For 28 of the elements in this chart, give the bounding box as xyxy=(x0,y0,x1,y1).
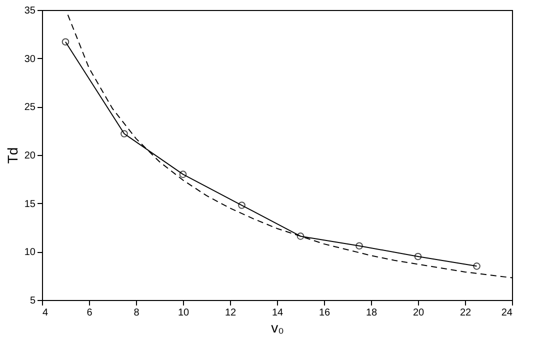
point xyxy=(62,38,70,46)
point xyxy=(473,262,480,270)
x-tick-label: 10 xyxy=(178,308,190,318)
y-tick-label: 25 xyxy=(24,102,36,114)
x-tick-label: 12 xyxy=(224,308,236,318)
x-tick-label: 16 xyxy=(318,308,330,318)
x-tick-label: 14 xyxy=(272,308,284,318)
y-tick-label: 15 xyxy=(24,198,36,210)
y-tick-label: 10 xyxy=(24,247,36,258)
x-tick-label: 6 xyxy=(86,308,93,318)
point xyxy=(179,170,187,178)
x-tick-label: 18 xyxy=(366,308,378,318)
y-tick-label: 20 xyxy=(24,150,36,162)
x-tick-label: 4 xyxy=(42,308,48,318)
y-tick-label: 5 xyxy=(30,296,36,306)
y-tick-label: 30 xyxy=(24,54,36,65)
x-tick-label: 22 xyxy=(460,308,472,318)
point xyxy=(356,242,363,250)
point xyxy=(120,130,128,138)
x-tick-label: 24 xyxy=(501,308,513,318)
x-tick-label: 8 xyxy=(134,308,140,318)
x-tick-label: 20 xyxy=(412,308,424,318)
y-tick-label: 35 xyxy=(24,6,36,16)
point xyxy=(296,232,304,240)
y-axis-title: Td xyxy=(4,147,20,164)
point xyxy=(414,252,422,260)
point xyxy=(238,202,246,209)
x-axis-title: v₀ xyxy=(271,320,284,336)
